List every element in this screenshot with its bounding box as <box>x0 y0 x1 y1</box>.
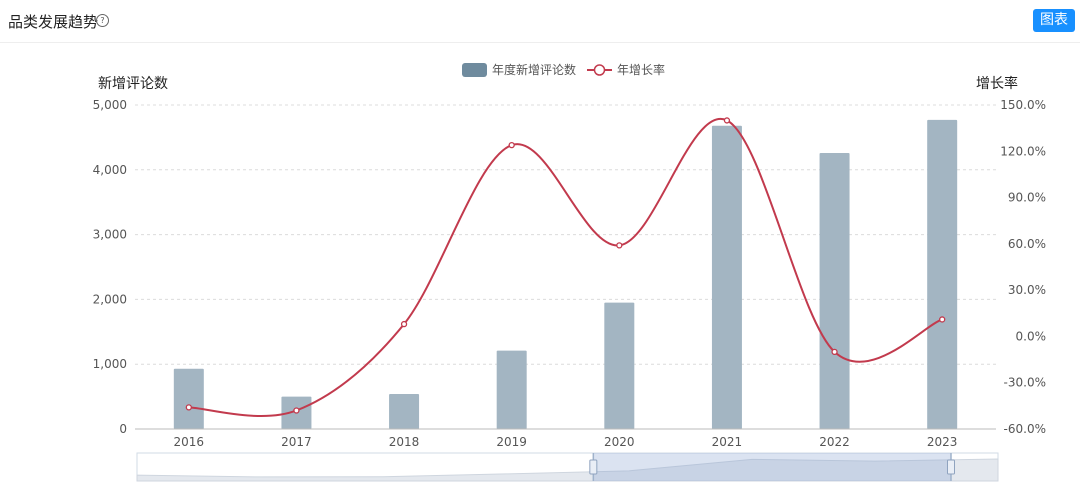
bar-series <box>173 119 958 430</box>
zoom-handle[interactable] <box>947 459 955 475</box>
y2-tick-label: 0.0% <box>1016 329 1047 343</box>
y2-tick-label: 90.0% <box>1008 191 1046 205</box>
data-zoom-slider <box>136 452 999 482</box>
y2-tick-label: -30.0% <box>1004 376 1046 390</box>
line-point[interactable] <box>939 316 946 323</box>
bar[interactable] <box>173 368 204 429</box>
y-tick-label: 4,000 <box>93 163 127 177</box>
y-tick-label: 3,000 <box>93 228 127 242</box>
x-tick-label: 2018 <box>389 435 420 449</box>
legend-bar-label[interactable]: 年度新增评论数 <box>492 62 576 77</box>
legend: 年度新增评论数 年增长率 <box>462 62 665 77</box>
legend-line-marker <box>593 64 606 76</box>
x-tick-label: 2022 <box>819 435 850 449</box>
chart-button[interactable]: 图表 <box>1033 9 1075 32</box>
line-point[interactable] <box>831 348 838 356</box>
zoom-selection[interactable] <box>593 453 951 481</box>
line-point[interactable] <box>293 407 300 414</box>
line-series <box>185 117 946 418</box>
line-point[interactable] <box>723 117 731 124</box>
zoom-preview-area <box>136 458 999 482</box>
y-tick-label: 2,000 <box>93 292 127 306</box>
bar[interactable] <box>604 302 635 429</box>
bar[interactable] <box>711 125 742 430</box>
zoom-handle[interactable] <box>589 459 598 475</box>
x-tick-label: 2017 <box>281 435 312 449</box>
x-tick-label: 2023 <box>927 435 958 449</box>
y-tick-label: 1,000 <box>93 357 127 371</box>
legend-bar-swatch[interactable] <box>462 63 487 77</box>
bar[interactable] <box>389 394 420 429</box>
y2-tick-label: 150.0% <box>1000 98 1046 112</box>
y2-tick-label: 60.0% <box>1008 237 1046 251</box>
y-axis-right: -60.0% -30.0% 0.0% 30.0% 60.0% 90.0% 120.0% 150… <box>1000 98 1046 436</box>
y2-tick-label: 120.0% <box>1000 144 1046 158</box>
line-point[interactable] <box>508 141 515 149</box>
grid-lines <box>135 104 996 365</box>
x-tick-label: 2021 <box>712 435 743 449</box>
help-icon[interactable]: ? <box>96 14 109 27</box>
legend-line-label[interactable]: 年增长率 <box>617 62 665 77</box>
x-tick-label: 2020 <box>604 435 635 449</box>
bar[interactable] <box>496 350 527 429</box>
x-axis: 2016 2017 2018 2019 2020 2021 2022 2023 <box>135 428 996 449</box>
bar[interactable] <box>819 152 850 429</box>
y-axis-right-title: 增长率 <box>976 75 1018 92</box>
y-tick-label: 0 <box>119 422 127 436</box>
y-axis-left: 0 1,000 2,000 3,000 4,000 5,000 <box>93 98 127 436</box>
x-tick-label: 2016 <box>174 435 205 449</box>
y-tick-label: 5,000 <box>93 98 127 112</box>
y2-tick-label: 30.0% <box>1008 283 1046 297</box>
y-axis-left-title: 新增评论数 <box>98 76 168 92</box>
x-tick-label: 2019 <box>496 435 527 449</box>
line-point[interactable] <box>616 242 623 249</box>
growth-line <box>188 117 943 418</box>
header-bar: 品类发展趋势 ? 图表 <box>0 0 1080 43</box>
line-point[interactable] <box>185 404 192 411</box>
line-point[interactable] <box>400 320 408 328</box>
page-title: 品类发展趋势 <box>8 13 99 31</box>
y2-tick-label: -60.0% <box>1004 422 1046 436</box>
bar[interactable] <box>927 119 958 430</box>
